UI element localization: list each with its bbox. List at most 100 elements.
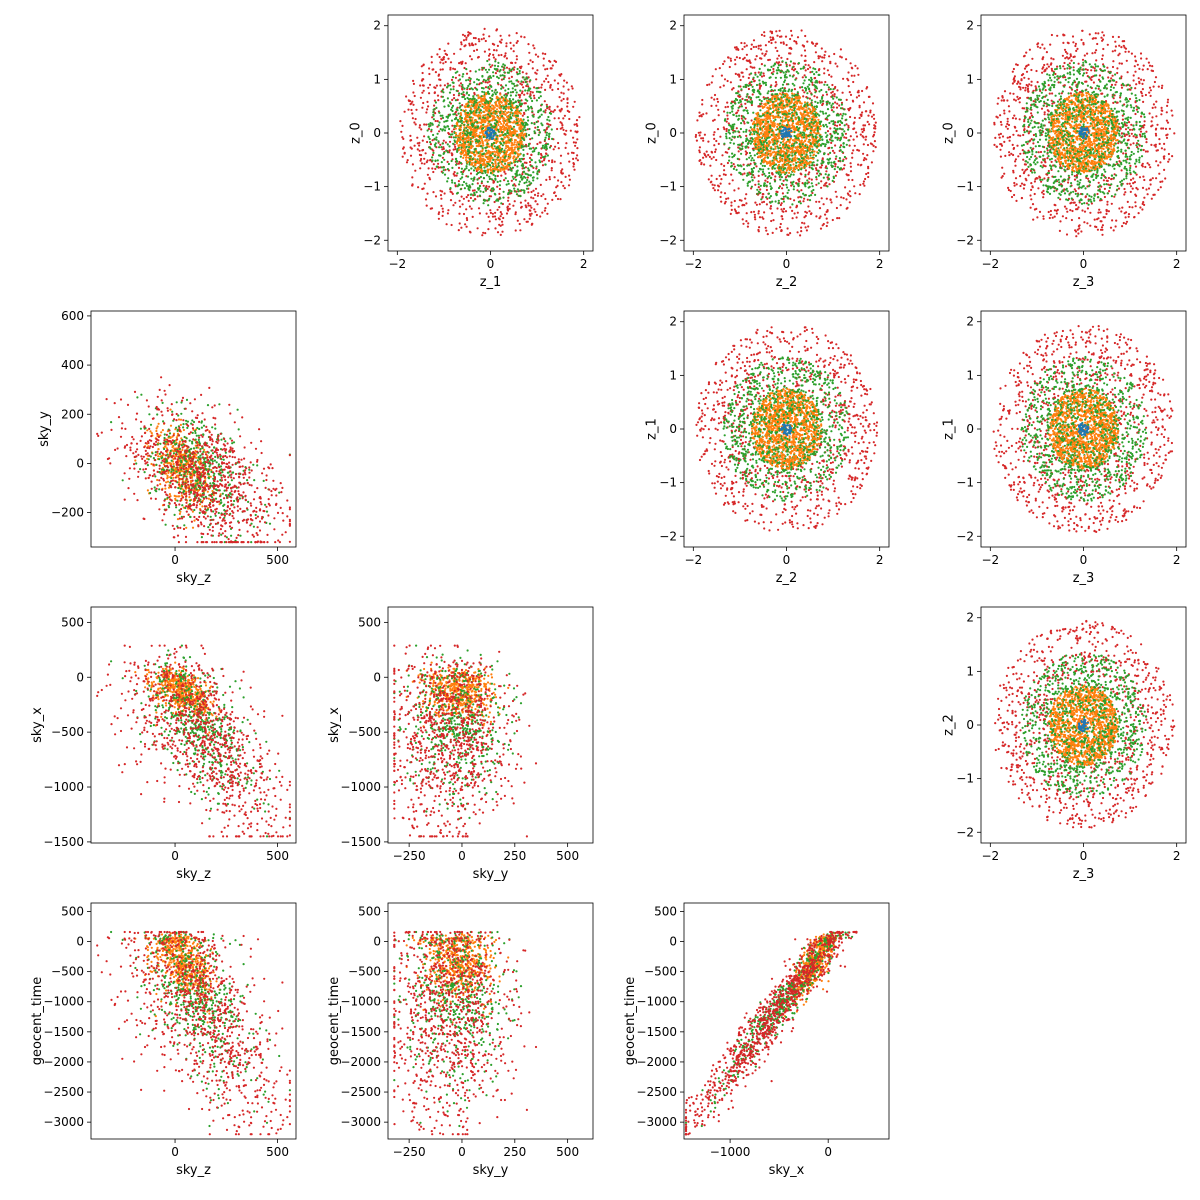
scatter-point [543,138,547,141]
scatter-point [787,90,790,93]
scatter-point [520,206,523,209]
scatter-point [482,157,485,160]
scatter-point [522,86,525,89]
scatter-point [544,136,547,139]
scatter-point [839,167,843,170]
scatter-point [461,183,464,187]
scatter-point [426,108,429,111]
scatter-point [436,94,440,97]
scatter-point [726,105,730,108]
scatter-point [454,131,457,135]
scatter-point [504,172,507,175]
scatter-point [823,56,826,59]
scatter-point [471,158,474,161]
scatter-point [869,111,872,114]
scatter-point [521,173,524,176]
scatter-point [719,182,722,185]
scatter-point [759,184,762,187]
scatter-point [767,192,771,195]
scatter-point [839,139,842,142]
scatter-point [439,143,442,146]
scatter-point [775,30,778,33]
scatter-point [462,197,465,200]
scatter-point [823,184,826,187]
scatter-point [451,181,454,184]
scatter-point [831,165,835,168]
scatter-point [720,163,723,166]
scatter-point [867,171,870,175]
scatter-point [536,128,539,131]
scatter-point [451,76,455,79]
scatter-point [441,95,444,98]
scatter-point [467,94,471,97]
scatter-point [777,68,780,72]
scatter-point [547,159,551,162]
scatter-point [835,106,839,109]
scatter-point [500,142,503,145]
scatter-point [789,37,792,41]
scatter-point [447,105,450,108]
scatter-point [437,154,441,157]
scatter-point [540,83,544,86]
scatter-point [485,132,488,135]
scatter-point [797,184,800,188]
scatter-point [815,79,818,83]
scatter-point [552,110,555,113]
scatter-point [500,131,504,134]
scatter-point [514,211,517,214]
scatter-point [481,90,484,93]
scatter-point [530,153,533,156]
scatter-point [861,111,864,114]
scatter-point [531,110,534,113]
scatter-point [867,114,870,117]
scatter-point [536,194,540,197]
scatter-point [491,152,494,155]
scatter-point [475,83,479,86]
scatter-point [775,83,778,86]
scatter-point [527,202,530,205]
scatter-point [435,165,439,168]
scatter-point [508,147,511,150]
scatter-point [455,142,459,145]
scatter-point [446,97,449,100]
scatter-point [711,151,714,154]
scatter-point [508,203,511,206]
scatter-point [494,68,497,71]
scatter-point [792,185,796,188]
scatter-point [804,194,807,197]
scatter-point [713,131,716,134]
scatter-point [867,175,870,179]
scatter-point [530,190,533,194]
scatter-point [524,199,527,202]
scatter-point [801,221,804,224]
scatter-point [546,118,549,121]
scatter-point [702,156,705,159]
scatter-point [860,128,863,131]
scatter-point [534,53,538,56]
scatter-point [434,142,437,145]
scatter-point [501,223,504,226]
scatter-point [493,155,497,158]
scatter-point [434,86,437,89]
scatter-point [472,128,475,132]
scatter-point [405,95,408,98]
scatter-point [758,203,761,206]
scatter-point [830,109,834,112]
scatter-point [763,81,767,84]
scatter-point [411,112,414,115]
scatter-point [430,61,433,64]
scatter-point [564,146,567,149]
scatter-point [871,102,875,105]
scatter-point [864,177,867,181]
scatter-point [523,124,527,127]
scatter-point [504,155,507,158]
scatter-point [774,46,777,49]
scatter-point [503,170,506,173]
scatter-point [494,88,497,91]
scatter-point [841,128,844,131]
scatter-point [406,159,409,162]
scatter-point [489,65,492,69]
scatter-point [461,203,464,206]
scatter-point [728,159,731,162]
scatter-point [481,102,484,105]
